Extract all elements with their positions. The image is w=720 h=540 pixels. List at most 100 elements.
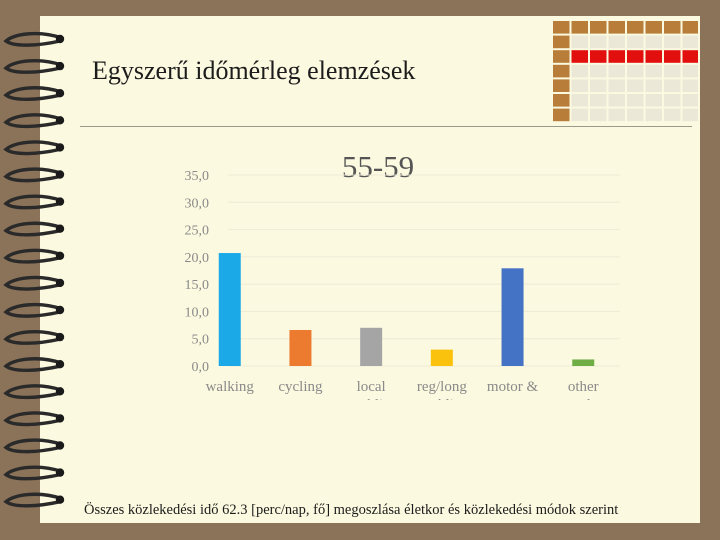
spiral-ring [3,194,64,210]
spiral-ring [3,113,64,129]
spiral-ring [3,221,64,237]
deco-cell [608,50,625,63]
y-tick-label: 35,0 [185,169,210,184]
x-tick-label: walking [206,379,255,395]
spiral-ring [3,357,64,373]
binding-hole [55,61,65,71]
deco-cell [645,94,662,107]
y-tick-label: 25,0 [185,224,210,239]
spiral-ring [3,302,64,318]
deco-cell [571,35,588,49]
binding-hole [55,143,65,152]
y-tick-label: 0,0 [192,360,210,375]
deco-cell [664,21,681,34]
deco-cell [590,94,607,107]
deco-cell [664,64,681,78]
deco-cell [645,108,662,122]
binding-hole [55,414,65,423]
deco-cell [682,79,698,92]
slide-page: Egyszerű időmérleg elemzések 55-59 0,0 5,… [40,16,700,523]
spiral-ring [3,58,64,74]
binding-hole [55,34,65,44]
deco-cell [553,64,570,78]
deco-cell [682,50,698,63]
binding-hole [55,197,65,206]
deco-cell [645,21,662,34]
deco-cell [664,108,681,122]
bar-motor-car [501,268,524,366]
x-tick-label: reg/long [417,379,467,395]
chart-title: 55-59 [342,149,414,184]
deco-cell [682,64,698,78]
slide-title: Egyszerű időmérleg elemzések [92,56,416,85]
bar-cycling [289,329,312,366]
deco-cell [645,79,662,92]
binding-hole [55,468,65,477]
deco-cell [645,64,662,78]
y-tick-label: 30,0 [185,196,210,211]
deco-cell [553,94,570,107]
title-divider [80,126,692,127]
spiral-ring [3,140,64,156]
spiral-ring [3,329,64,345]
bar-chart: 55-59 0,0 5,0 10,0 15,0 20,0 25,0 30,0 35,0 wal… [185,149,620,400]
x-tick-label: public [423,397,461,400]
deco-cell [590,50,607,63]
deco-cell [590,108,607,122]
binding-hole [55,332,65,342]
deco-cell [553,79,570,92]
deco-cell [608,79,625,92]
y-tick-label: 10,0 [185,305,210,320]
deco-cell [553,35,570,49]
deco-cell [608,21,625,34]
deco-cell [590,79,607,92]
deco-cell [664,35,681,49]
deco-cell [682,35,698,49]
x-tick-label: motor & [487,379,539,395]
deco-cell [627,50,644,63]
binding-hole [55,305,65,315]
spiral-ring [3,438,64,454]
deco-cell [608,94,625,107]
deco-cell [645,50,662,63]
deco-cell [608,64,625,78]
deco-cell [627,108,644,122]
binding-hole [55,89,65,98]
spiral-ring [3,411,64,427]
deco-cell [627,21,644,34]
bar-local-public [360,327,383,366]
binding-hole [55,251,65,260]
deco-cell [553,108,570,122]
deco-cell [627,79,644,92]
binding-hole [55,170,65,179]
spiral-ring [3,492,64,508]
bar-other-modes [572,359,595,366]
deco-cell [627,64,644,78]
deco-cell [682,108,698,122]
spiral-ring [3,465,64,481]
bar-walking [218,253,241,366]
deco-cell [590,35,607,49]
x-tick-label: car [503,397,521,400]
deco-cell [645,35,662,49]
spiral-binding [3,31,65,508]
spiral-ring [3,167,64,183]
spiral-ring [3,248,64,264]
deco-cell [608,35,625,49]
deco-cell [553,50,570,63]
x-tick-label: other [568,379,599,395]
spiral-ring [3,275,64,291]
decorative-grid [553,21,698,122]
deco-cell [571,50,588,63]
deco-cell [664,79,681,92]
binding-hole [55,116,65,125]
x-tick-label: cycling [278,379,323,395]
binding-hole [55,387,65,396]
deco-cell [664,50,681,63]
spiral-ring [3,86,64,102]
binding-hole [55,441,65,450]
deco-cell [571,94,588,107]
deco-cell [590,64,607,78]
deco-cell [590,21,607,34]
y-tick-label: 15,0 [185,278,210,293]
